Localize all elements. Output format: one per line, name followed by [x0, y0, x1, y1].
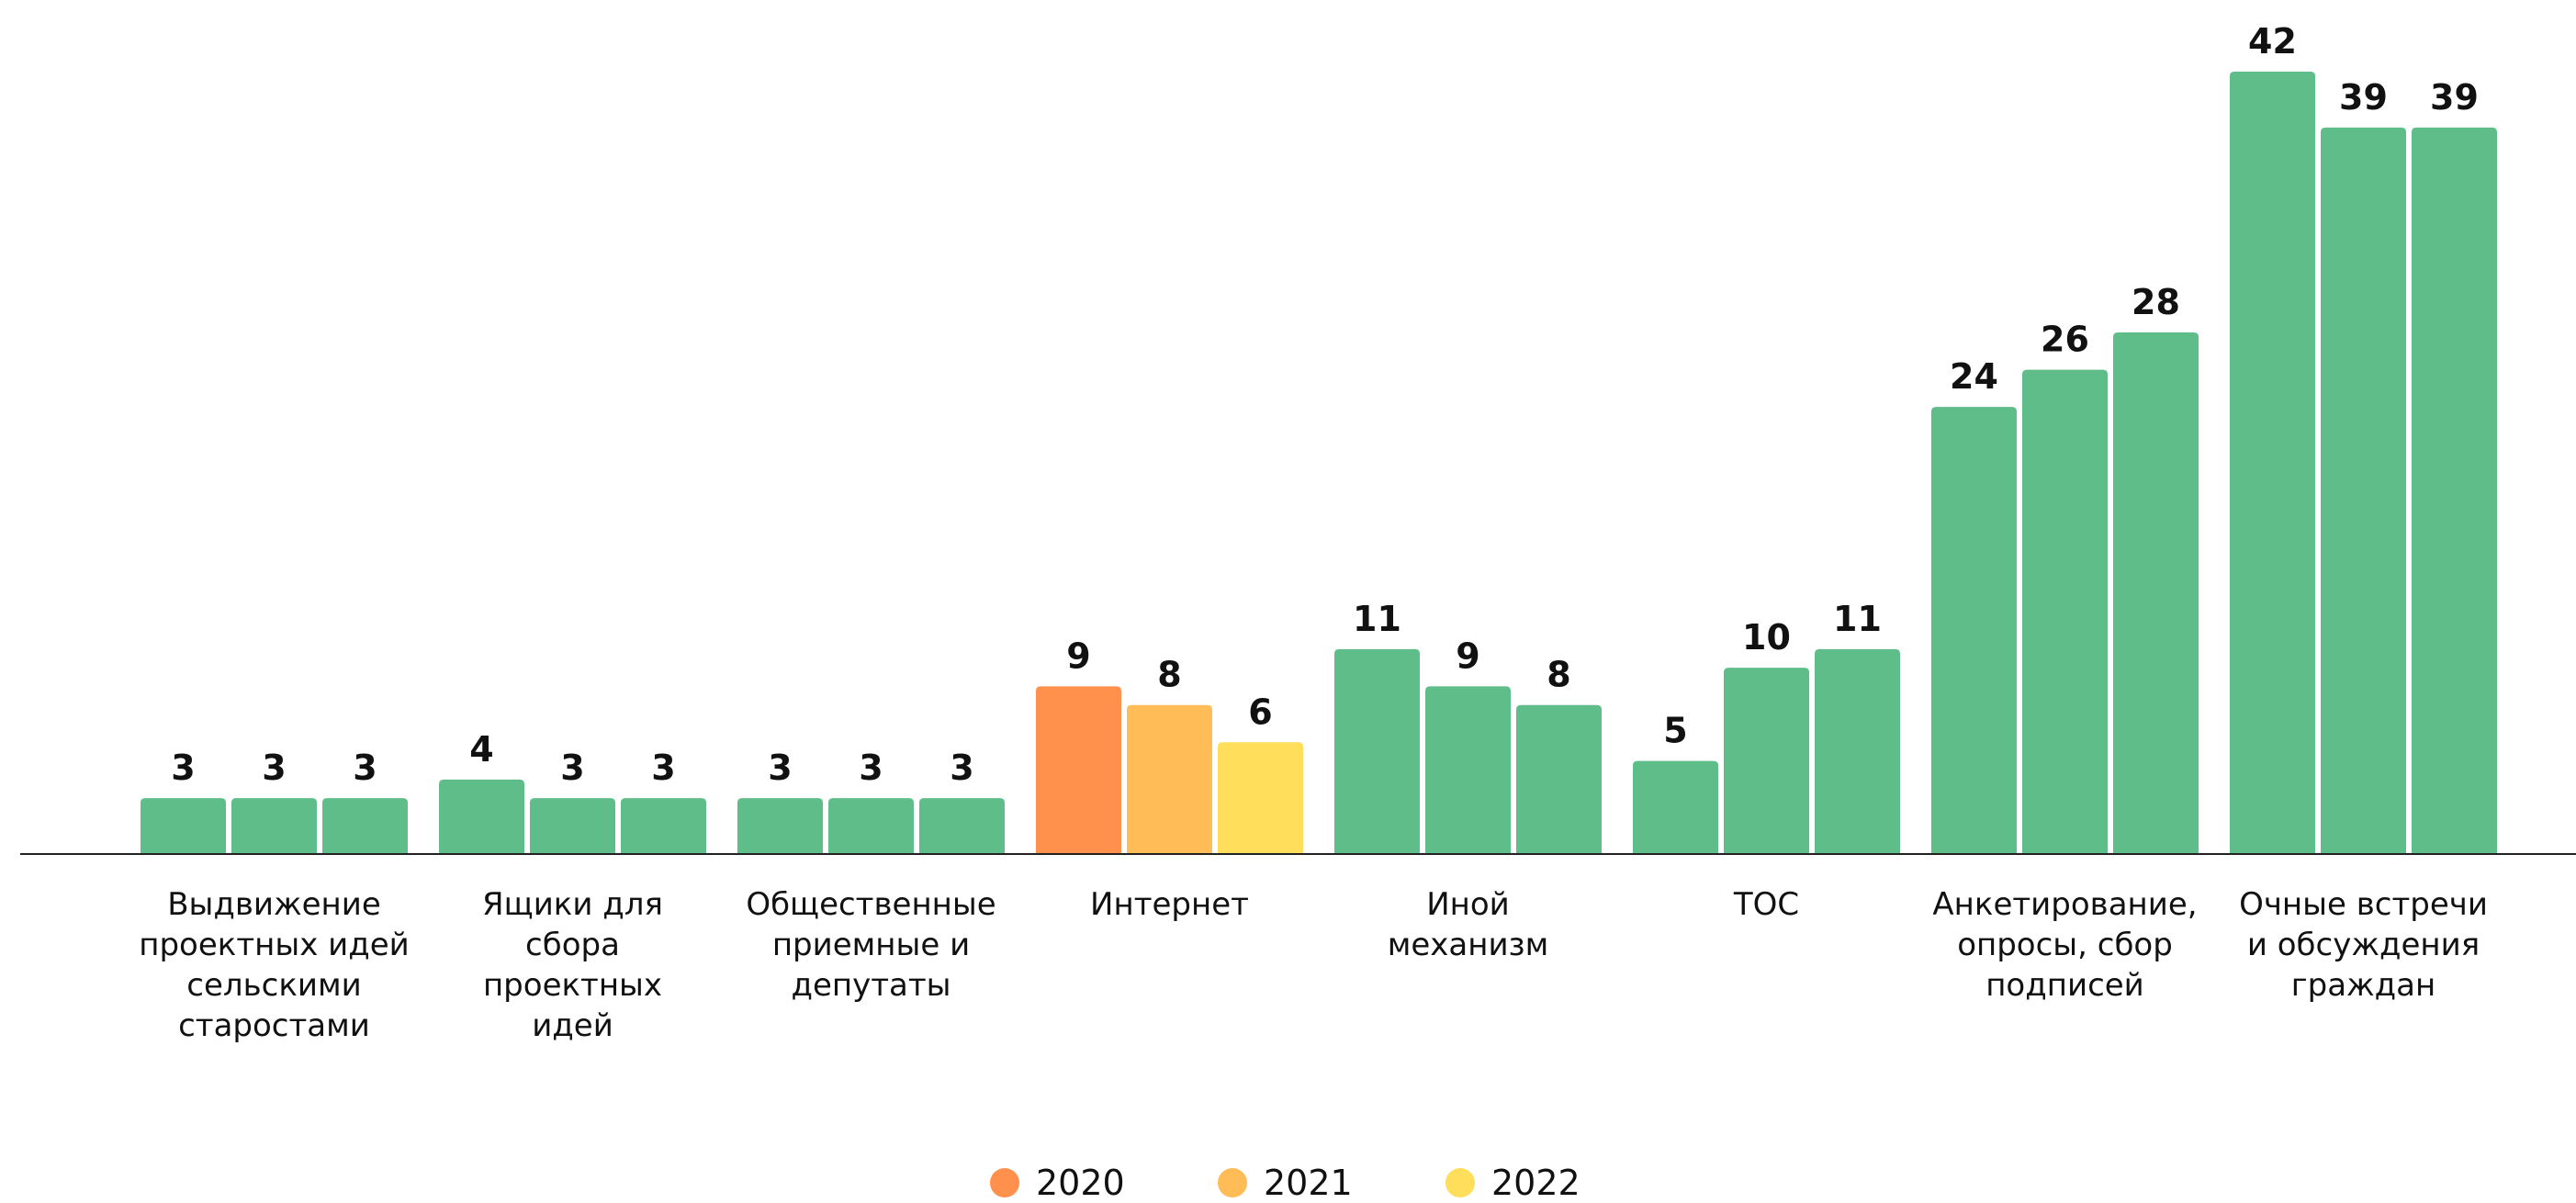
bar-3-2020 — [1036, 686, 1121, 854]
value-label-2-2020: 3 — [768, 748, 792, 788]
bar-3-2021 — [1127, 704, 1212, 854]
legend-swatch-2021 — [1218, 1168, 1247, 1197]
value-label-7-2021: 39 — [2339, 77, 2388, 118]
legend-label-2020: 2020 — [1036, 1163, 1125, 1203]
legend: 2020 2021 2022 — [990, 1163, 1580, 1203]
bar-1-2021 — [530, 798, 615, 854]
value-label-6-2020: 24 — [1950, 356, 1998, 397]
value-label-4-2020: 11 — [1353, 599, 1401, 639]
bar-2-2022 — [919, 798, 1005, 854]
bar-4-2021 — [1425, 686, 1511, 854]
bar-2-2020 — [737, 798, 823, 854]
value-label-3-2021: 8 — [1157, 655, 1181, 695]
bar-5-2022 — [1815, 648, 1900, 854]
value-label-5-2021: 10 — [1742, 617, 1791, 658]
value-label-2-2021: 3 — [859, 748, 883, 788]
value-label-3-2022: 6 — [1248, 691, 1272, 732]
bar-4-2022 — [1516, 704, 1602, 854]
legend-label-2022: 2022 — [1491, 1163, 1580, 1203]
value-label-7-2022: 39 — [2430, 77, 2479, 118]
category-label-2: Общественные приемные и депутаты — [746, 886, 996, 1004]
value-label-6-2022: 28 — [2132, 282, 2180, 322]
category-label-3: Интернет — [1090, 886, 1249, 923]
value-label-2-2022: 3 — [950, 748, 973, 788]
bar-0-2021 — [231, 798, 317, 854]
bar-0-2020 — [141, 798, 226, 854]
bars-layer — [141, 72, 2497, 855]
category-label-6: Анкетирование, опросы, сбор подписей — [1932, 886, 2197, 1004]
value-label-4-2022: 8 — [1547, 655, 1570, 695]
category-labels-layer: Выдвижение проектных идей сельскими старост… — [139, 886, 2488, 1044]
value-label-1-2020: 4 — [469, 729, 493, 770]
category-label-7: Очные встречи и обсуждения граждан — [2239, 886, 2488, 1004]
value-label-0-2021: 3 — [262, 748, 286, 788]
value-label-3-2020: 9 — [1066, 635, 1090, 676]
bar-6-2021 — [2022, 369, 2108, 855]
bar-0-2022 — [322, 798, 408, 854]
value-label-6-2021: 26 — [2041, 320, 2089, 360]
bar-1-2022 — [621, 798, 706, 854]
legend-swatch-2020 — [990, 1168, 1019, 1197]
value-label-4-2021: 9 — [1456, 635, 1479, 676]
value-label-1-2022: 3 — [651, 748, 675, 788]
bar-4-2020 — [1334, 648, 1420, 854]
value-label-0-2022: 3 — [353, 748, 377, 788]
value-label-5-2022: 11 — [1833, 599, 1882, 639]
bar-6-2020 — [1931, 407, 2017, 854]
bar-5-2020 — [1633, 760, 1718, 854]
category-label-5: ТОС — [1733, 886, 1799, 923]
bar-6-2022 — [2113, 332, 2199, 854]
bar-3-2022 — [1218, 742, 1303, 854]
value-label-7-2020: 42 — [2248, 21, 2297, 62]
bar-2-2021 — [828, 798, 914, 854]
bar-7-2021 — [2321, 127, 2406, 854]
category-label-4: Иной механизм — [1388, 886, 1549, 963]
legend-label-2021: 2021 — [1264, 1163, 1353, 1203]
value-label-5-2020: 5 — [1663, 711, 1687, 751]
category-label-0: Выдвижение проектных идей сельскими старост… — [139, 886, 410, 1044]
category-label-1: Ящики для сбора проектных идей — [482, 886, 663, 1044]
value-label-1-2021: 3 — [560, 748, 584, 788]
bar-7-2020 — [2230, 72, 2315, 854]
legend-swatch-2022 — [1445, 1168, 1475, 1197]
bar-1-2020 — [439, 779, 524, 854]
bar-5-2021 — [1724, 668, 1809, 854]
bar-7-2022 — [2412, 127, 2497, 854]
value-label-0-2020: 3 — [171, 748, 195, 788]
